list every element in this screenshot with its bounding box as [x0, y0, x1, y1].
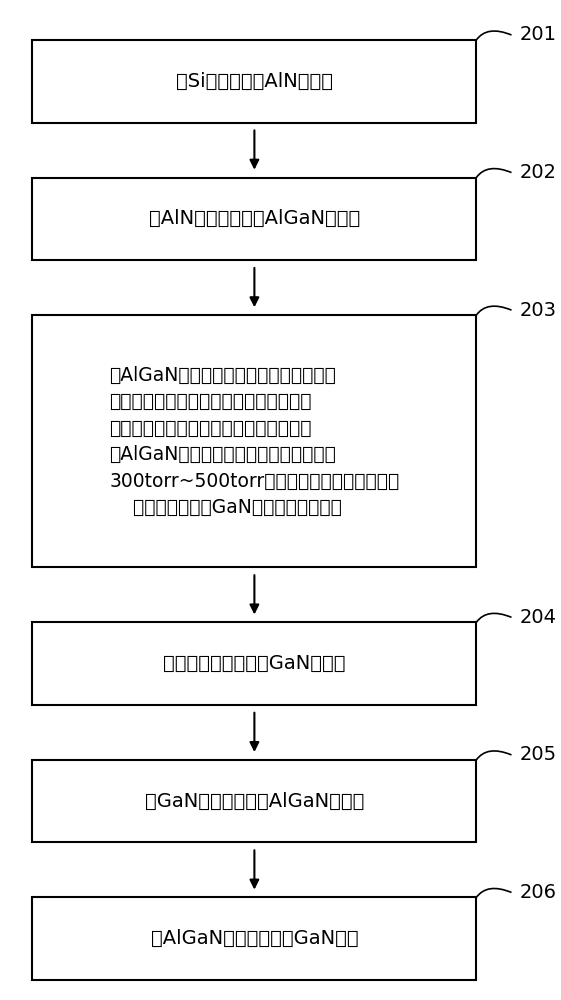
FancyBboxPatch shape [33, 178, 476, 260]
Text: 201: 201 [519, 25, 557, 44]
Text: 202: 202 [519, 163, 557, 182]
Text: 在GaN沟道层上生长AlGaN势垒层: 在GaN沟道层上生长AlGaN势垒层 [145, 792, 364, 811]
Text: 203: 203 [519, 301, 557, 320]
Text: 205: 205 [519, 745, 557, 764]
FancyBboxPatch shape [33, 622, 476, 705]
Text: 204: 204 [519, 608, 557, 627]
FancyBboxPatch shape [33, 897, 476, 980]
Text: 在AlGaN过渡层上生长漏电屏蔽层，漏电
屏蔽层包括至少一个周期结构，每个周期
结构采用如下三步形成：第一步，横向生
长AlGaN，形成二维结构层；第二步，在
: 在AlGaN过渡层上生长漏电屏蔽层，漏电 屏蔽层包括至少一个周期结构，每个周期 … [109, 365, 399, 517]
FancyBboxPatch shape [33, 760, 476, 842]
Text: 在AlGaN势垒层上生长GaN帽层: 在AlGaN势垒层上生长GaN帽层 [150, 929, 358, 948]
FancyBboxPatch shape [33, 40, 476, 123]
FancyBboxPatch shape [33, 315, 476, 567]
Text: 206: 206 [519, 883, 557, 902]
Text: 在Si衬底上生长AlN成核层: 在Si衬底上生长AlN成核层 [176, 72, 333, 91]
Text: 在漏电屏蔽层上生长GaN沟道层: 在漏电屏蔽层上生长GaN沟道层 [163, 654, 346, 673]
Text: 在AlN成核层上生长AlGaN过渡层: 在AlN成核层上生长AlGaN过渡层 [149, 209, 360, 228]
